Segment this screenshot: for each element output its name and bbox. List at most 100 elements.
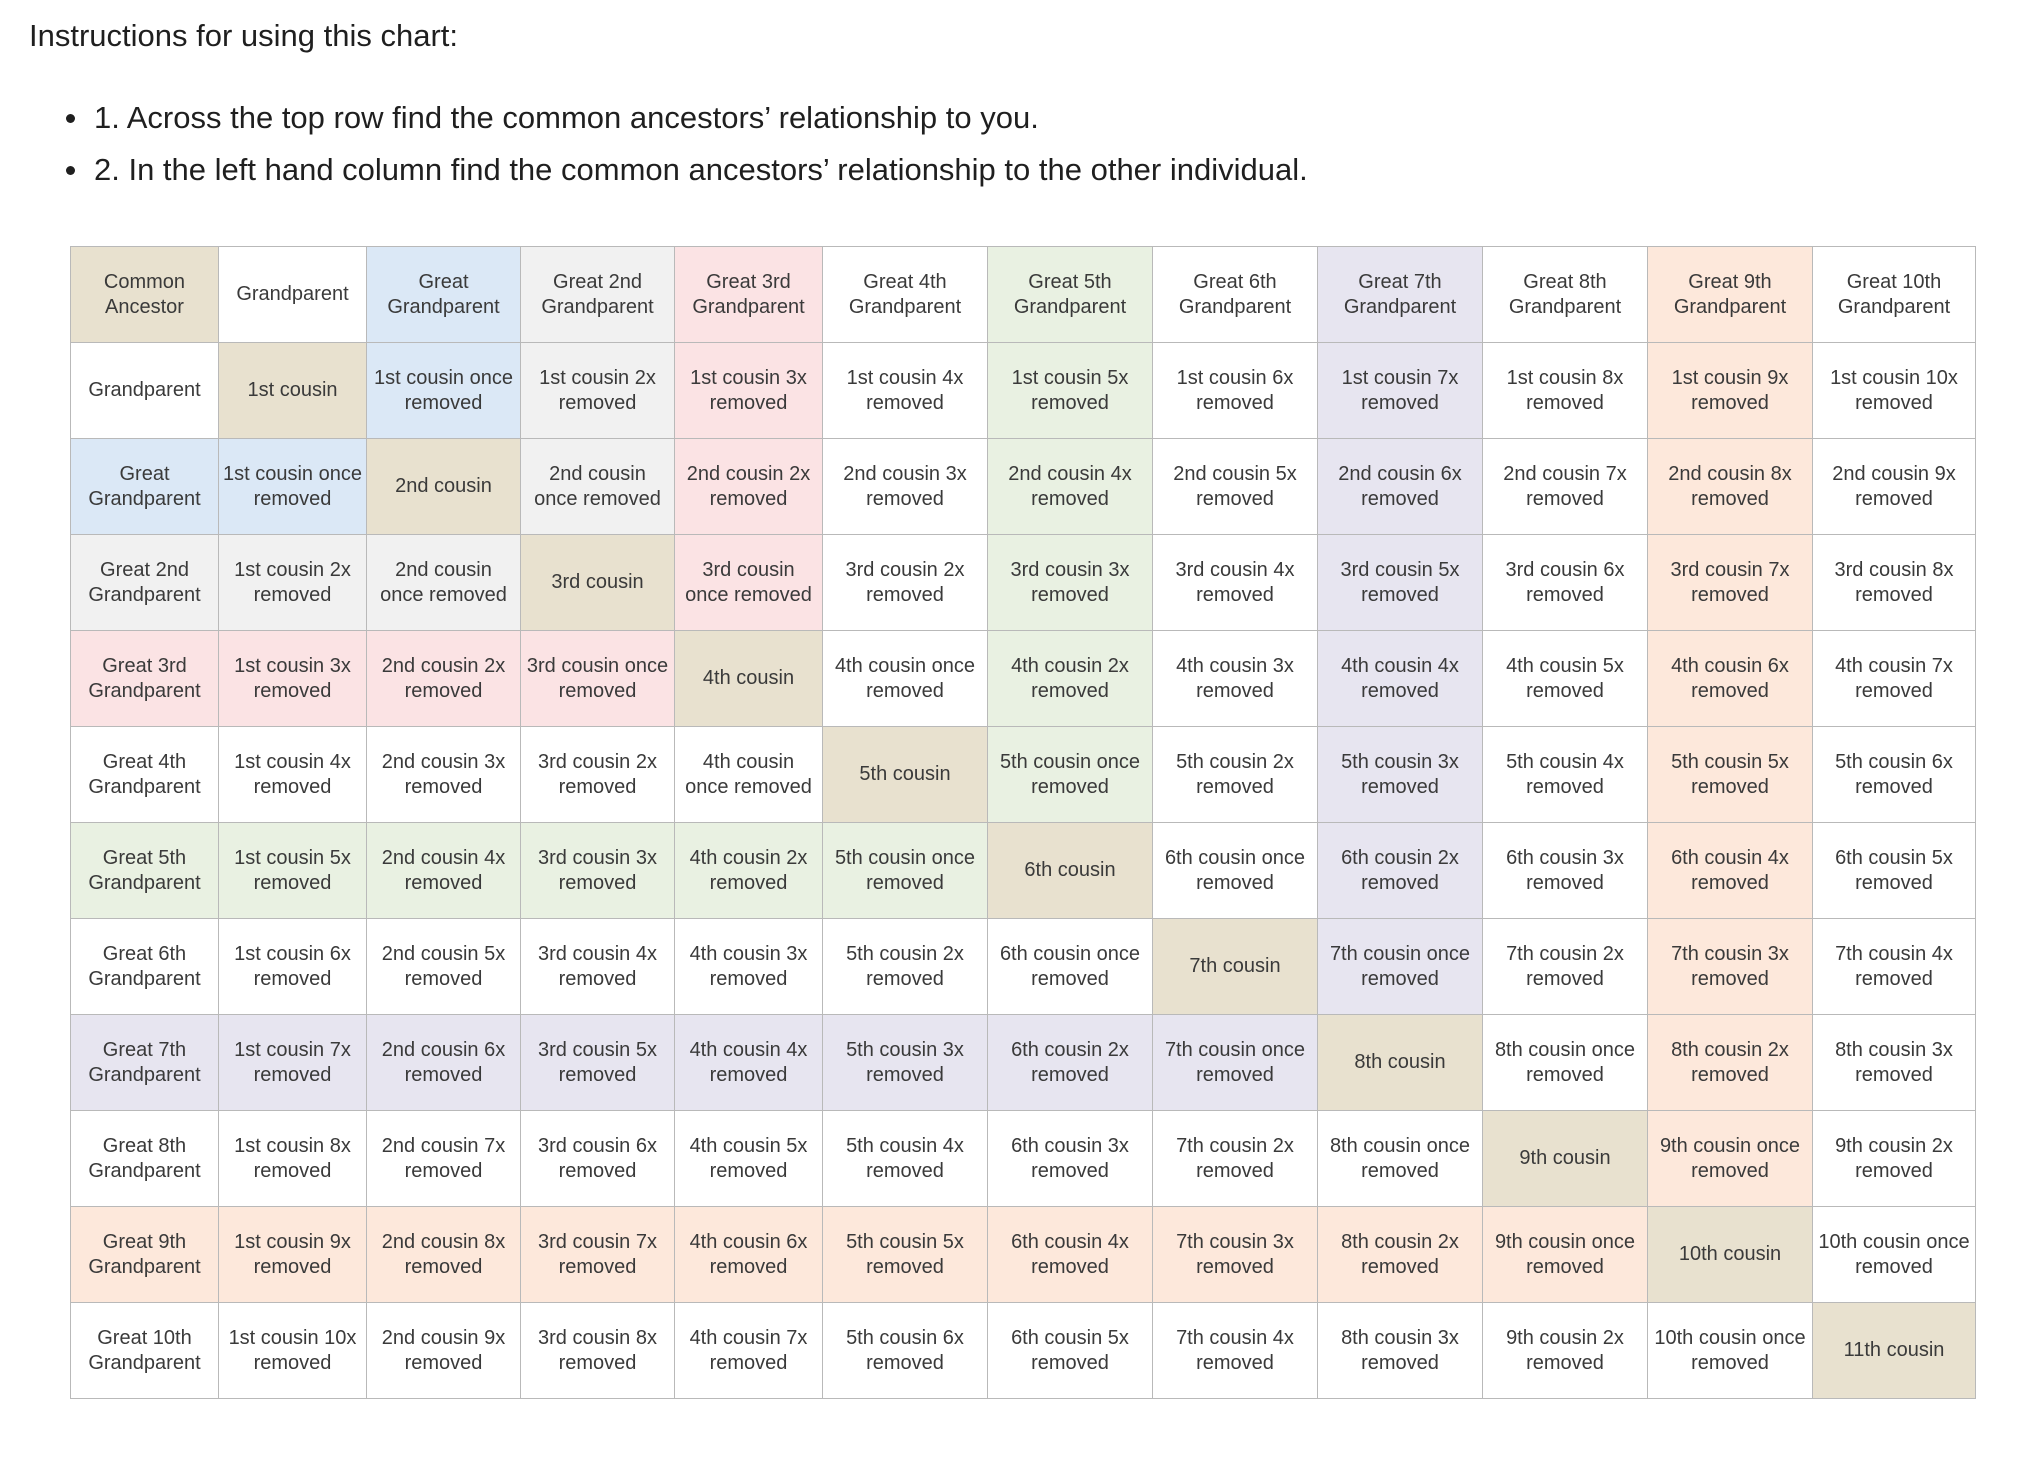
relationship-cell: 2nd cousin 2x removed bbox=[674, 438, 823, 535]
table-row: Great 7th Grandparent 1st cousin 7x remov… bbox=[70, 1014, 1976, 1111]
relationship-cell: 1st cousin 7x removed bbox=[218, 1014, 367, 1111]
relationship-cell: 3rd cousin 4x removed bbox=[520, 918, 675, 1015]
relationship-cell: 6th cousin 4x removed bbox=[987, 1206, 1153, 1303]
relationship-cell: 6th cousin 3x removed bbox=[1482, 822, 1648, 919]
table-row: Great 4th Grandparent 1st cousin 4x remov… bbox=[70, 726, 1976, 823]
relationship-cell: 1st cousin 2x removed bbox=[520, 342, 675, 439]
relationship-cell: 5th cousin 2x removed bbox=[1152, 726, 1318, 823]
same-generation-cousin-cell: 2nd cousin bbox=[366, 438, 521, 535]
table-row: Great Grandparent 1st cousin once removed… bbox=[70, 438, 1976, 535]
relationship-cell: 5th cousin once removed bbox=[822, 822, 988, 919]
same-generation-cousin-cell: 1st cousin bbox=[218, 342, 367, 439]
relationship-cell: 2nd cousin 8x removed bbox=[1647, 438, 1813, 535]
relationship-cell: 2nd cousin 5x removed bbox=[366, 918, 521, 1015]
relationship-cell: 4th cousin 3x removed bbox=[1152, 630, 1318, 727]
relationship-cell: 1st cousin once removed bbox=[366, 342, 521, 439]
relationship-cell: 10th cousin once removed bbox=[1812, 1206, 1976, 1303]
table-row: Great 6th Grandparent 1st cousin 6x remov… bbox=[70, 918, 1976, 1015]
relationship-cell: 6th cousin 5x removed bbox=[1812, 822, 1976, 919]
relationship-cell: 8th cousin once removed bbox=[1482, 1014, 1648, 1111]
table-row: Grandparent 1st cousin 1st cousin once rem… bbox=[70, 342, 1976, 439]
row-header-cell: Great 6th Grandparent bbox=[70, 918, 219, 1015]
relationship-cell: 3rd cousin once removed bbox=[520, 630, 675, 727]
relationship-cell: 3rd cousin 8x removed bbox=[1812, 534, 1976, 631]
relationship-cell: 2nd cousin 9x removed bbox=[366, 1302, 521, 1399]
relationship-cell: 8th cousin 2x removed bbox=[1647, 1014, 1813, 1111]
relationship-cell: 5th cousin 2x removed bbox=[822, 918, 988, 1015]
relationship-cell: 4th cousin 4x removed bbox=[674, 1014, 823, 1111]
relationship-cell: 9th cousin 2x removed bbox=[1812, 1110, 1976, 1207]
relationship-cell: 6th cousin once removed bbox=[1152, 822, 1318, 919]
relationship-cell: 1st cousin 10x removed bbox=[1812, 342, 1976, 439]
relationship-cell: 3rd cousin 6x removed bbox=[520, 1110, 675, 1207]
relationship-cell: 3rd cousin 7x removed bbox=[1647, 534, 1813, 631]
relationship-cell: 9th cousin 2x removed bbox=[1482, 1302, 1648, 1399]
relationship-cell: 1st cousin 5x removed bbox=[218, 822, 367, 919]
relationship-cell: 3rd cousin 2x removed bbox=[520, 726, 675, 823]
relationship-cell: 4th cousin 7x removed bbox=[1812, 630, 1976, 727]
relationship-cell: 3rd cousin 5x removed bbox=[520, 1014, 675, 1111]
relationship-cell: 6th cousin 4x removed bbox=[1647, 822, 1813, 919]
column-header-cell: Great 9th Grandparent bbox=[1647, 246, 1813, 343]
relationship-cell: 5th cousin 4x removed bbox=[822, 1110, 988, 1207]
relationship-cell: 2nd cousin 7x removed bbox=[366, 1110, 521, 1207]
row-header-cell: Great 5th Grandparent bbox=[70, 822, 219, 919]
relationship-cell: 3rd cousin 3x removed bbox=[520, 822, 675, 919]
table-row: Great 5th Grandparent 1st cousin 5x remov… bbox=[70, 822, 1976, 919]
relationship-cell: 4th cousin 7x removed bbox=[674, 1302, 823, 1399]
relationship-cell: 1st cousin 6x removed bbox=[1152, 342, 1318, 439]
relationship-cell: 10th cousin once removed bbox=[1647, 1302, 1813, 1399]
instruction-step: 2. In the left hand column find the comm… bbox=[62, 148, 1308, 200]
relationship-cell: 7th cousin 2x removed bbox=[1152, 1110, 1318, 1207]
relationship-cell: 5th cousin 5x removed bbox=[1647, 726, 1813, 823]
relationship-cell: 2nd cousin 3x removed bbox=[822, 438, 988, 535]
row-header-cell: Great 4th Grandparent bbox=[70, 726, 219, 823]
relationship-cell: 1st cousin 7x removed bbox=[1317, 342, 1483, 439]
relationship-cell: 1st cousin 5x removed bbox=[987, 342, 1153, 439]
instruction-step: 1. Across the top row find the common an… bbox=[62, 96, 1308, 148]
relationship-cell: 2nd cousin 2x removed bbox=[366, 630, 521, 727]
relationship-cell: 7th cousin once removed bbox=[1317, 918, 1483, 1015]
relationship-cell: 4th cousin 3x removed bbox=[674, 918, 823, 1015]
relationship-cell: 2nd cousin once removed bbox=[366, 534, 521, 631]
relationship-cell: 1st cousin 4x removed bbox=[218, 726, 367, 823]
relationship-cell: 2nd cousin 4x removed bbox=[366, 822, 521, 919]
same-generation-cousin-cell: 8th cousin bbox=[1317, 1014, 1483, 1111]
relationship-cell: 2nd cousin 9x removed bbox=[1812, 438, 1976, 535]
cousin-relationship-chart: Common Ancestor Grandparent Great Grandpar… bbox=[70, 246, 1976, 1399]
relationship-cell: 8th cousin 3x removed bbox=[1812, 1014, 1976, 1111]
same-generation-cousin-cell: 9th cousin bbox=[1482, 1110, 1648, 1207]
column-header-cell: Grandparent bbox=[218, 246, 367, 343]
relationship-cell: 4th cousin 6x removed bbox=[674, 1206, 823, 1303]
relationship-cell: 6th cousin 2x removed bbox=[1317, 822, 1483, 919]
relationship-cell: 3rd cousin 6x removed bbox=[1482, 534, 1648, 631]
relationship-cell: 3rd cousin 5x removed bbox=[1317, 534, 1483, 631]
same-generation-cousin-cell: 6th cousin bbox=[987, 822, 1153, 919]
table-row: Great 3rd Grandparent 1st cousin 3x remov… bbox=[70, 630, 1976, 727]
row-header-cell: Great 3rd Grandparent bbox=[70, 630, 219, 727]
relationship-cell: 1st cousin 4x removed bbox=[822, 342, 988, 439]
row-header-cell: Great 10th Grandparent bbox=[70, 1302, 219, 1399]
relationship-cell: 6th cousin once removed bbox=[987, 918, 1153, 1015]
relationship-cell: 8th cousin once removed bbox=[1317, 1110, 1483, 1207]
row-header-cell: Great 8th Grandparent bbox=[70, 1110, 219, 1207]
column-header-cell: Great Grandparent bbox=[366, 246, 521, 343]
table-row: Great 9th Grandparent 1st cousin 9x remov… bbox=[70, 1206, 1976, 1303]
relationship-cell: 7th cousin 3x removed bbox=[1152, 1206, 1318, 1303]
relationship-cell: 4th cousin 5x removed bbox=[1482, 630, 1648, 727]
relationship-cell: 9th cousin once removed bbox=[1647, 1110, 1813, 1207]
relationship-cell: 4th cousin 2x removed bbox=[987, 630, 1153, 727]
relationship-cell: 4th cousin 4x removed bbox=[1317, 630, 1483, 727]
table-row: Great 8th Grandparent 1st cousin 8x remov… bbox=[70, 1110, 1976, 1207]
relationship-cell: 7th cousin once removed bbox=[1152, 1014, 1318, 1111]
relationship-cell: 3rd cousin 3x removed bbox=[987, 534, 1153, 631]
relationship-cell: 5th cousin once removed bbox=[987, 726, 1153, 823]
same-generation-cousin-cell: 7th cousin bbox=[1152, 918, 1318, 1015]
relationship-cell: 2nd cousin once removed bbox=[520, 438, 675, 535]
row-header-cell: Great 9th Grandparent bbox=[70, 1206, 219, 1303]
relationship-cell: 9th cousin once removed bbox=[1482, 1206, 1648, 1303]
relationship-cell: 2nd cousin 6x removed bbox=[366, 1014, 521, 1111]
relationship-cell: 2nd cousin 3x removed bbox=[366, 726, 521, 823]
relationship-cell: 2nd cousin 7x removed bbox=[1482, 438, 1648, 535]
relationship-cell: 1st cousin 10x removed bbox=[218, 1302, 367, 1399]
